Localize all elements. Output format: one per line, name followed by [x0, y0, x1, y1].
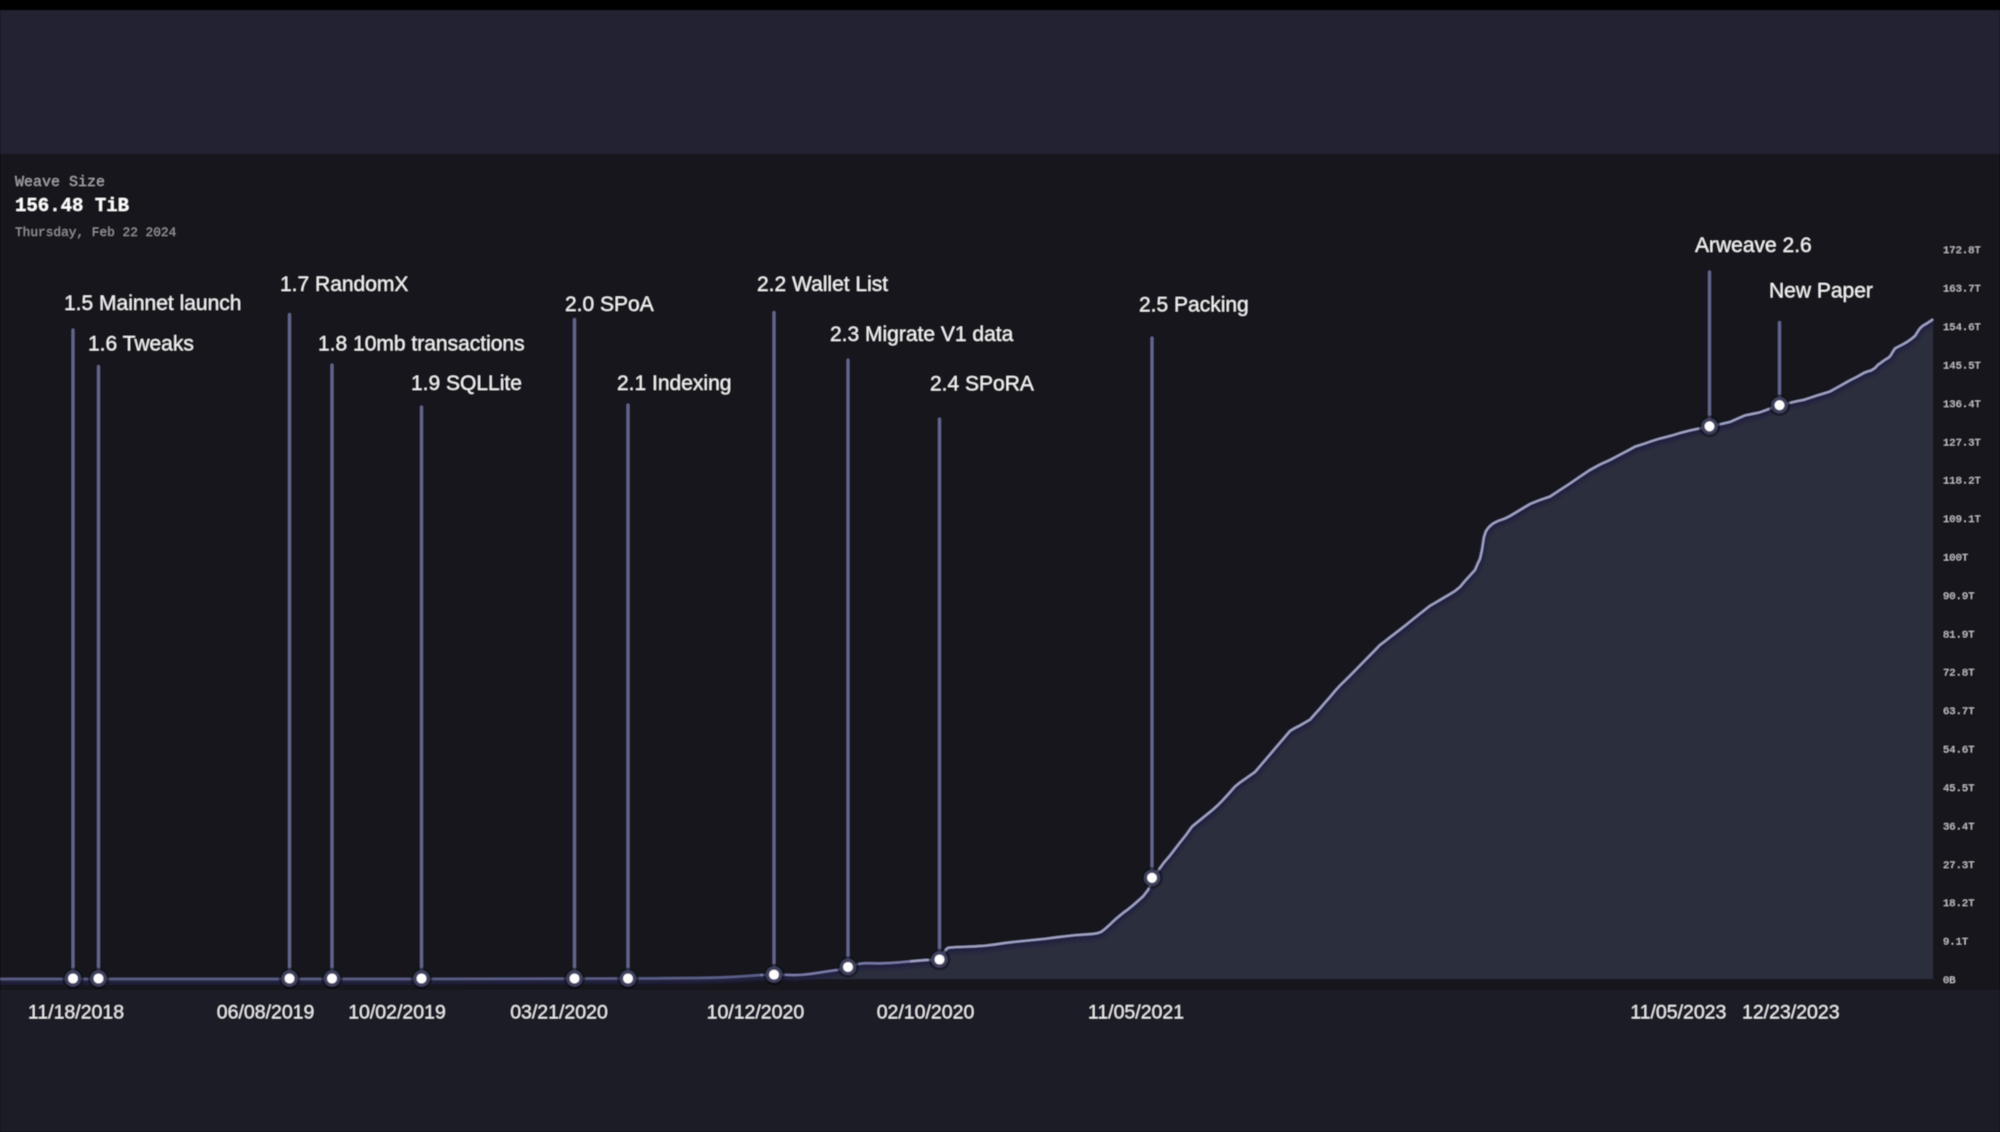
- svg-text:127.3T: 127.3T: [1943, 437, 1981, 449]
- svg-text:118.2T: 118.2T: [1943, 476, 1981, 488]
- svg-text:1.8 10mb transactions: 1.8 10mb transactions: [318, 333, 525, 356]
- svg-text:163.7T: 163.7T: [1943, 284, 1981, 296]
- svg-text:New Paper: New Paper: [1769, 280, 1873, 303]
- svg-text:10/02/2019: 10/02/2019: [348, 1002, 446, 1024]
- svg-text:136.4T: 136.4T: [1943, 399, 1981, 411]
- svg-text:18.2T: 18.2T: [1943, 898, 1975, 910]
- svg-text:03/21/2020: 03/21/2020: [510, 1002, 608, 1024]
- svg-text:11/05/2021: 11/05/2021: [1088, 1002, 1184, 1024]
- svg-text:2.1 Indexing: 2.1 Indexing: [617, 372, 731, 395]
- svg-text:154.6T: 154.6T: [1943, 322, 1981, 334]
- svg-text:02/10/2020: 02/10/2020: [877, 1002, 975, 1024]
- svg-text:172.8T: 172.8T: [1943, 245, 1981, 257]
- svg-text:1.9 SQLLite: 1.9 SQLLite: [411, 372, 522, 395]
- svg-text:145.5T: 145.5T: [1943, 360, 1981, 372]
- svg-text:2.3 Migrate V1 data: 2.3 Migrate V1 data: [830, 323, 1014, 346]
- svg-text:11/05/2023: 11/05/2023: [1630, 1002, 1726, 1024]
- svg-text:36.4T: 36.4T: [1943, 821, 1975, 833]
- svg-text:45.5T: 45.5T: [1943, 783, 1975, 795]
- svg-text:100T: 100T: [1943, 553, 1968, 565]
- svg-text:06/08/2019: 06/08/2019: [217, 1002, 315, 1024]
- svg-text:109.1T: 109.1T: [1943, 514, 1981, 526]
- svg-text:11/18/2018: 11/18/2018: [28, 1002, 124, 1024]
- svg-text:Arweave 2.6: Arweave 2.6: [1695, 234, 1812, 257]
- svg-text:12/23/2023: 12/23/2023: [1742, 1002, 1840, 1024]
- svg-text:1.7 RandomX: 1.7 RandomX: [280, 273, 408, 296]
- svg-text:9.1T: 9.1T: [1943, 937, 1968, 949]
- svg-text:81.9T: 81.9T: [1943, 629, 1975, 641]
- svg-text:Thursday, Feb 22 2024: Thursday, Feb 22 2024: [15, 225, 177, 240]
- svg-text:72.8T: 72.8T: [1943, 668, 1975, 680]
- svg-text:Weave Size: Weave Size: [15, 174, 105, 191]
- svg-text:63.7T: 63.7T: [1943, 706, 1975, 718]
- svg-text:1.5 Mainnet launch: 1.5 Mainnet launch: [64, 292, 241, 315]
- svg-text:90.9T: 90.9T: [1943, 591, 1975, 603]
- svg-text:156.48 TiB: 156.48 TiB: [15, 195, 129, 217]
- svg-text:1.6 Tweaks: 1.6 Tweaks: [88, 333, 194, 356]
- svg-text:10/12/2020: 10/12/2020: [707, 1002, 805, 1024]
- svg-text:2.4 SPoRA: 2.4 SPoRA: [930, 373, 1034, 396]
- svg-text:2.5 Packing: 2.5 Packing: [1139, 294, 1249, 317]
- svg-text:2.2 Wallet List: 2.2 Wallet List: [757, 273, 888, 296]
- svg-text:54.6T: 54.6T: [1943, 745, 1975, 757]
- svg-text:27.3T: 27.3T: [1943, 860, 1975, 872]
- svg-text:0B: 0B: [1943, 975, 1956, 987]
- svg-text:2.0 SPoA: 2.0 SPoA: [565, 293, 654, 316]
